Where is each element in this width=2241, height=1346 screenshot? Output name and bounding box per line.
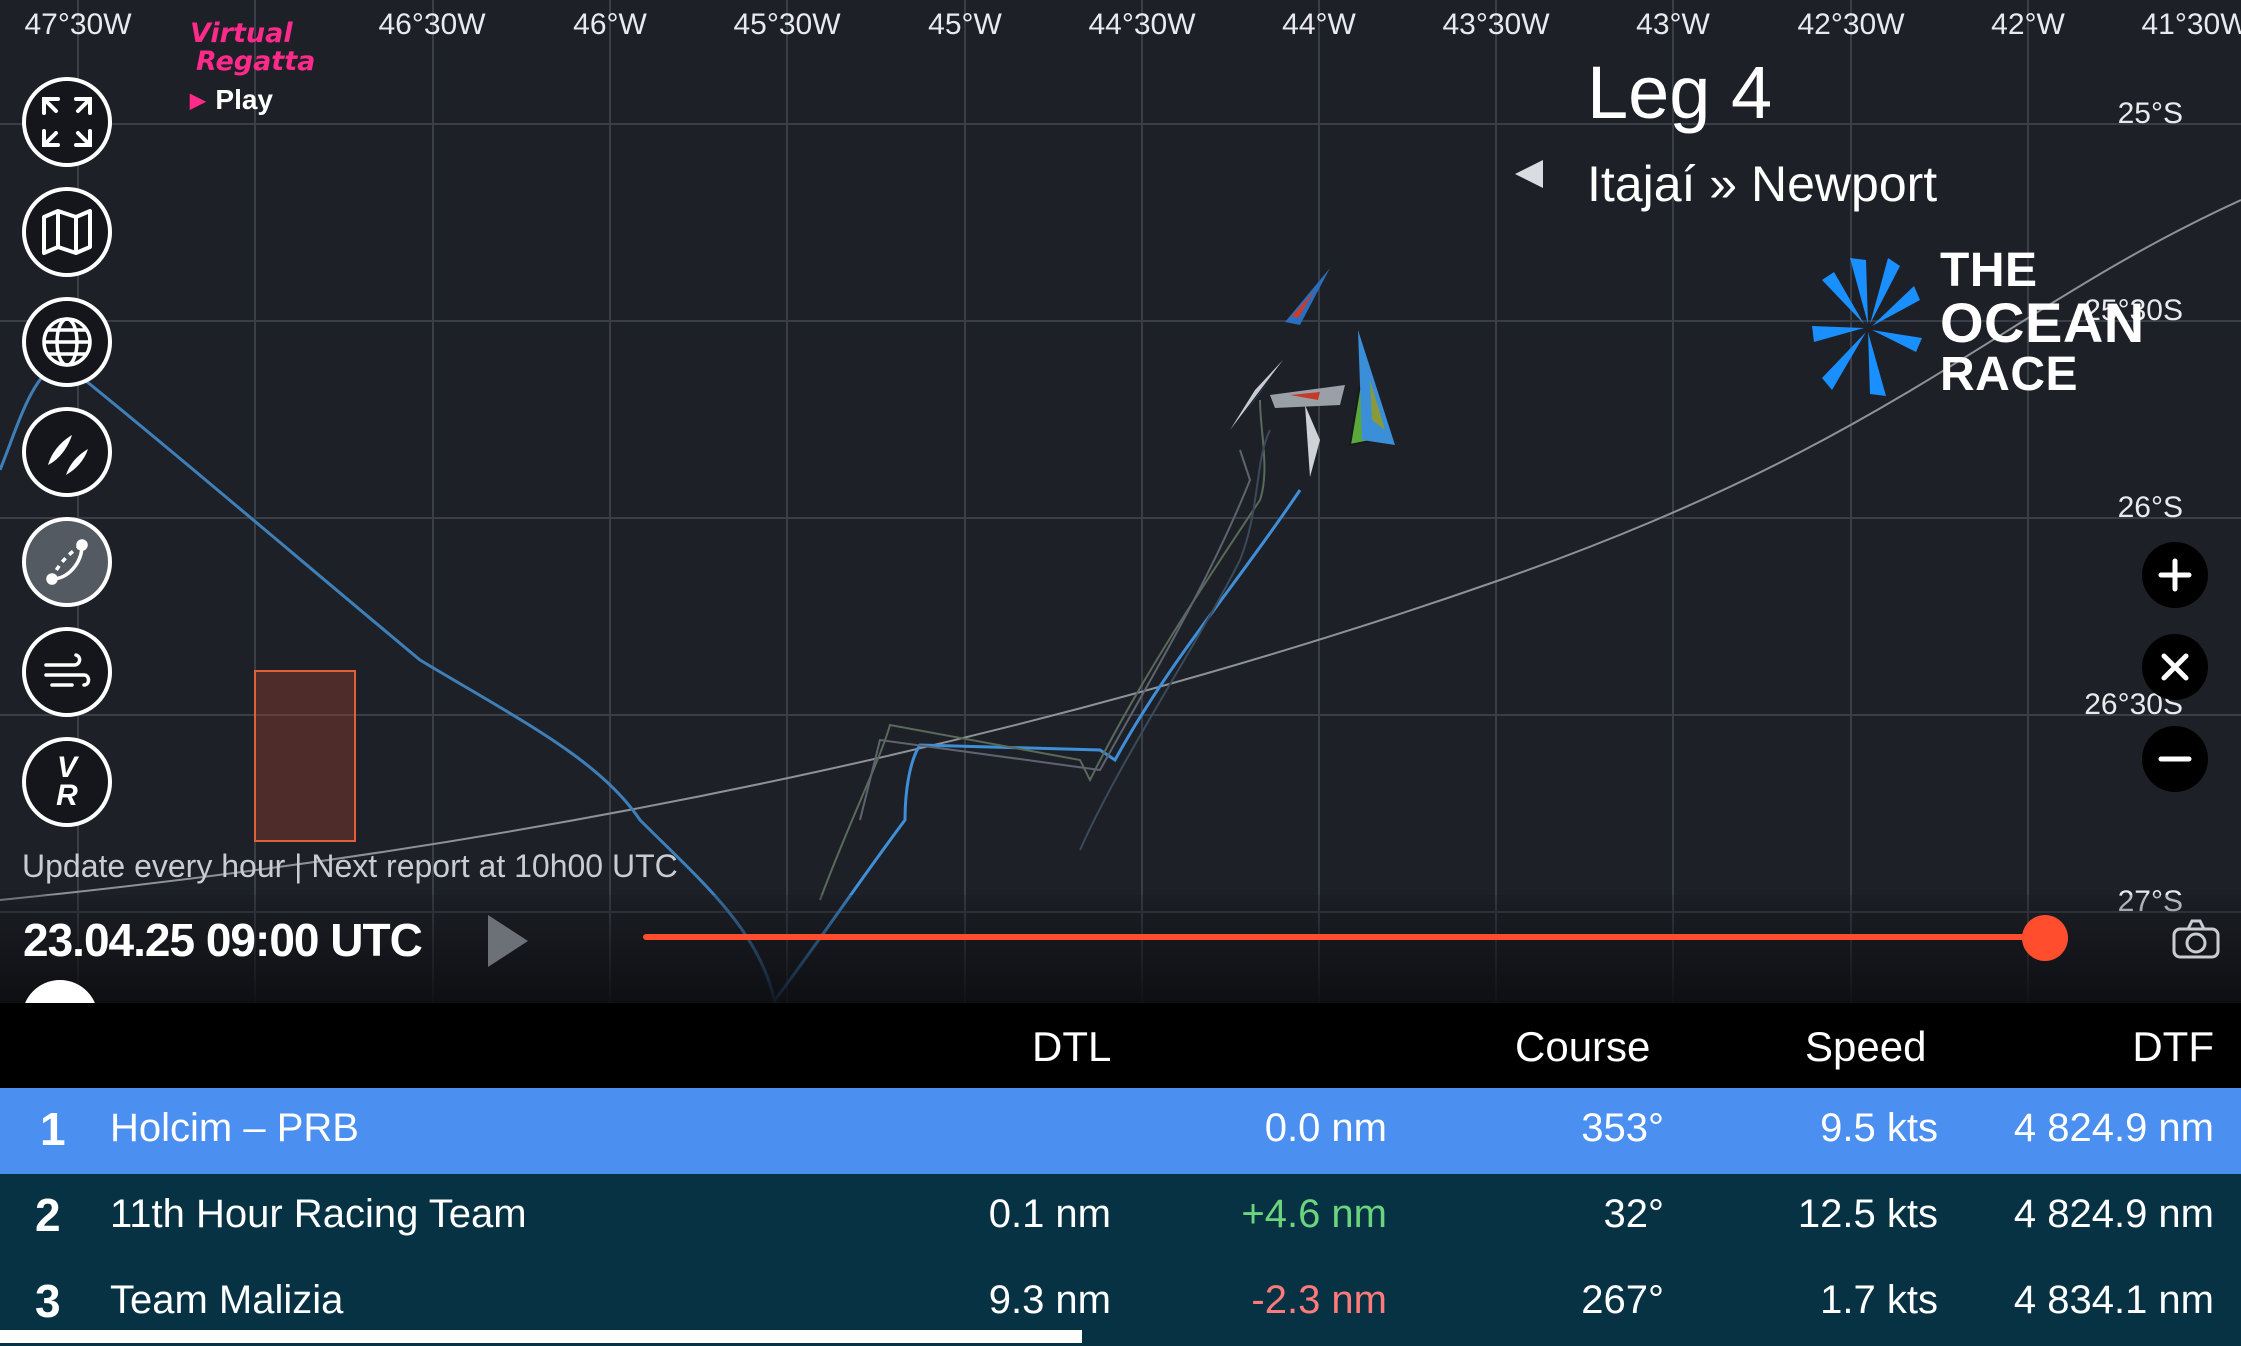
route-icon — [46, 539, 88, 585]
row-course: 32° — [1603, 1192, 1665, 1236]
boats-button[interactable] — [22, 407, 112, 497]
row-rank: 1 — [40, 1103, 66, 1155]
timeline-bar — [0, 895, 2241, 1003]
row-delta: -2.3 nm — [1251, 1278, 1387, 1322]
row-team: Team Malizia — [110, 1278, 344, 1322]
lon-label: 45°30W — [733, 8, 841, 41]
boat-biotherm — [1230, 360, 1283, 430]
tor-line3: RACE — [1940, 348, 2079, 401]
lon-label: 41°30W — [2141, 8, 2241, 41]
row-speed: 9.5 kts — [1820, 1106, 1938, 1150]
the-ocean-race-logo: THE OCEAN RACE — [1810, 245, 2170, 405]
lon-label: 42°W — [1991, 8, 2065, 41]
fullscreen-icon — [42, 97, 92, 147]
row-speed: 1.7 kts — [1820, 1278, 1938, 1322]
leg-back-arrow-icon[interactable] — [1515, 160, 1543, 188]
vr-play-label: Play — [190, 84, 320, 116]
route-button[interactable] — [22, 517, 112, 607]
boat-track-2 — [819, 399, 1266, 901]
row-dtl: 9.3 nm — [988, 1278, 1111, 1322]
vr-logo-line2: Regatta — [196, 46, 316, 77]
lon-label: 46°30W — [378, 8, 486, 41]
boat-malizia — [1285, 268, 1330, 325]
row-speed: 12.5 kts — [1797, 1192, 1938, 1236]
lon-label: 43°30W — [1442, 8, 1550, 41]
row-course: 353° — [1581, 1106, 1664, 1150]
camera-icon[interactable] — [2168, 915, 2224, 965]
boats-icon — [48, 435, 88, 475]
leaderboard-table: DTL Course Speed DTF 1 Holcim – PRB 0.0 … — [0, 1003, 2241, 1346]
virtual-regatta-logo[interactable]: Virtual Regatta Play — [190, 20, 320, 116]
race-map[interactable] — [0, 0, 2241, 1003]
header-course[interactable]: Course — [1515, 1023, 1651, 1070]
boat-11th-hour — [1358, 330, 1395, 445]
row-delta: +4.6 nm — [1241, 1192, 1387, 1236]
wind-button[interactable] — [22, 627, 112, 717]
row-dtf: 4 824.9 nm — [2013, 1192, 2214, 1236]
close-icon — [2161, 653, 2189, 681]
row-dtf: 4 834.1 nm — [2013, 1278, 2214, 1322]
vr-logo-line1: Virtual — [190, 18, 293, 49]
boat-guyot — [1270, 385, 1345, 408]
row-delta: 0.0 nm — [1264, 1106, 1387, 1150]
fullscreen-button[interactable] — [22, 77, 112, 167]
boat-track-4 — [1079, 429, 1271, 851]
timeline-slider[interactable] — [643, 934, 2045, 940]
lon-label: 44°W — [1282, 8, 1356, 41]
lon-label: 47°30W — [24, 8, 132, 41]
globe-button[interactable] — [22, 297, 112, 387]
table-row[interactable]: 2 11th Hour Racing Team 0.1 nm +4.6 nm 3… — [0, 1174, 2241, 1261]
row-course: 267° — [1581, 1278, 1664, 1322]
zoom-out-button[interactable] — [2142, 726, 2208, 792]
lat-label: 25°30S — [2084, 294, 2183, 327]
lat-label: 26°S — [2117, 491, 2183, 524]
map-icon — [42, 209, 92, 255]
tor-line2: OCEAN — [1940, 291, 2145, 354]
row-dtl: 0.1 nm — [988, 1192, 1111, 1236]
header-speed[interactable]: Speed — [1805, 1023, 1927, 1070]
lon-label: 46°W — [573, 8, 647, 41]
table-row[interactable]: 1 Holcim – PRB 0.0 nm 353° 9.5 kts 4 824… — [0, 1088, 2241, 1174]
table-header: DTL Course Speed DTF — [0, 1003, 2241, 1088]
boat-track-3 — [859, 449, 1252, 821]
leg-route: Itajaí » Newport — [1587, 156, 1938, 212]
lat-label: 25°S — [2117, 97, 2183, 130]
timeline-timestamp: 23.04.25 09:00 UTC — [23, 914, 423, 966]
globe-icon — [42, 317, 92, 367]
map-button[interactable] — [22, 187, 112, 277]
lon-label: 45°W — [928, 8, 1002, 41]
lon-label: 43°W — [1636, 8, 1710, 41]
row-dtf: 4 824.9 nm — [2013, 1106, 2214, 1150]
lon-label: 42°30W — [1797, 8, 1905, 41]
tor-line1: THE — [1940, 244, 2038, 297]
update-note: Update every hour | Next report at 10h00… — [22, 848, 678, 884]
ocean-race-burst-icon — [1812, 258, 1922, 396]
plus-icon — [2158, 558, 2192, 592]
map-grid — [0, 0, 2241, 1003]
map-attribution-strip — [0, 1330, 1082, 1343]
wind-icon — [44, 653, 91, 687]
play-button[interactable] — [488, 915, 528, 967]
row-rank: 2 — [35, 1189, 61, 1241]
lon-label: 44°30W — [1088, 8, 1196, 41]
exclusion-zone — [254, 670, 356, 842]
minus-icon — [2158, 756, 2192, 762]
row-rank: 3 — [35, 1275, 61, 1327]
row-team: 11th Hour Racing Team — [110, 1192, 527, 1236]
close-button[interactable] — [2142, 634, 2208, 700]
zoom-in-button[interactable] — [2142, 542, 2208, 608]
header-dtf[interactable]: DTF — [2132, 1023, 2214, 1070]
tor-wordmark: THE OCEAN RACE — [1940, 245, 2145, 401]
route-line — [0, 199, 2241, 901]
row-team: Holcim – PRB — [110, 1106, 359, 1150]
timeline-slider-thumb[interactable] — [2022, 915, 2068, 961]
header-dtl[interactable]: DTL — [1032, 1023, 1112, 1070]
leg-title: Leg 4 — [1587, 51, 1773, 134]
